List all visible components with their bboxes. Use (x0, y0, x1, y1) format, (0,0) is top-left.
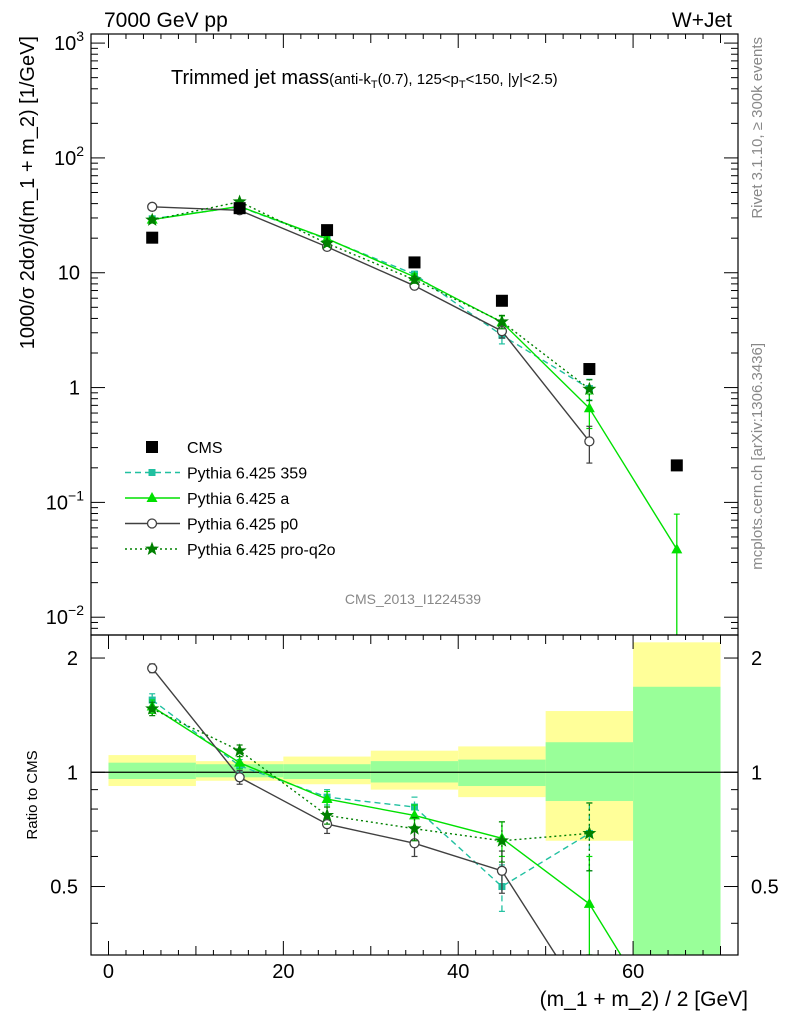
legend-entry-pa: Pythia 6.425 a (125, 491, 289, 508)
y-tick-label: 10−1 (46, 487, 84, 514)
header-right: W+Jet (672, 9, 732, 32)
series-line-pp0 (151, 667, 557, 955)
series-p359-ratio (148, 693, 593, 912)
data-point-pq2o (320, 808, 335, 822)
legend-label: Pythia 6.425 359 (187, 466, 307, 483)
header-left: 7000 GeV pp (104, 9, 228, 32)
legend-label: Pythia 6.425 p0 (187, 517, 298, 534)
x-tick-label: 60 (622, 961, 644, 983)
x-tick-label: 40 (447, 961, 469, 983)
legend-entry-pq2o: Pythia 6.425 pro-q2o (125, 541, 336, 559)
data-point-cms (583, 363, 596, 376)
data-point-pq2o (145, 212, 160, 226)
data-point-pp0 (147, 201, 158, 212)
series-pp0-main (147, 201, 595, 464)
main-panel-data (145, 194, 683, 635)
y-axis-label: 1000/σ 2dσ)/d(m_1 + m_2) [1/GeV] (17, 36, 39, 349)
series-pq2o-main (145, 194, 597, 402)
band-inner (545, 742, 634, 802)
data-point-pa (409, 809, 420, 820)
legend-label: Pythia 6.425 pro-q2o (187, 542, 336, 559)
x-axis-label: (m_1 + m_2) / 2 [GeV] (540, 988, 748, 1011)
ratio-y-axis-label: Ratio to CMS (24, 750, 41, 839)
data-point-pa (583, 402, 595, 413)
legend: CMS Pythia 6.425 359 Pythia 6.425 a Pythia … (125, 440, 336, 559)
y-tick-label: 102 (54, 143, 84, 170)
plot-title-main: Trimmed jet mass (171, 67, 329, 89)
band-inner (283, 764, 371, 780)
ratio-uncertainty-bands (91, 642, 738, 955)
legend-marker (144, 541, 160, 556)
data-point-cms (321, 224, 334, 237)
ratio-y-tick-label: 2 (67, 648, 78, 670)
ratio-y-tick-label: 1 (67, 762, 78, 784)
data-point-cms (408, 256, 421, 269)
ratio-panel-data (145, 663, 680, 955)
legend-marker (146, 492, 158, 502)
data-point-pq2o (407, 272, 422, 286)
analysis-id: CMS_2013_I1224539 (345, 591, 481, 607)
rivet-version-label: Rivet 3.1.10, ≥ 300k events (749, 37, 766, 219)
band-inner (633, 686, 721, 955)
series-line-pq2o (151, 708, 590, 842)
series-pq2o-ratio (145, 701, 597, 872)
data-point-pq2o (320, 236, 335, 250)
data-point-cms (495, 294, 508, 307)
legend-marker (146, 441, 158, 453)
series-cms-main (146, 202, 683, 472)
y-tick-label: 1 (69, 378, 80, 400)
plot-title: Trimmed jet mass(anti-kT(0.7), 125<pT<15… (171, 67, 558, 91)
data-point-pp0 (584, 436, 595, 447)
x-tick-label: 0 (103, 961, 114, 983)
legend-marker (146, 518, 158, 529)
data-point-pa (234, 756, 246, 767)
y-tick-label: 10−2 (46, 602, 84, 629)
y-tick-label: 103 (54, 28, 84, 55)
series-line-p359 (152, 206, 590, 390)
legend-entry-p359: Pythia 6.425 359 (125, 466, 307, 483)
series-line-pp0 (152, 206, 590, 442)
data-point-pq2o (582, 826, 597, 840)
data-point-pq2o (232, 743, 247, 757)
data-point-cms (146, 231, 159, 244)
data-point-cms (670, 459, 683, 472)
data-point-pa (583, 897, 595, 908)
series-line-p359 (151, 699, 590, 888)
data-point-pq2o (407, 821, 422, 835)
data-point-pp0 (234, 772, 245, 783)
ratio-y-tick-label-right: 1 (751, 762, 762, 784)
ratio-y-tick-label: 0.5 (50, 877, 78, 899)
legend-label: Pythia 6.425 a (187, 491, 289, 508)
data-point-pp0 (147, 663, 158, 674)
data-point-cms (233, 202, 246, 215)
ratio-panel-frame (90, 634, 739, 956)
data-point-pa (671, 543, 683, 554)
legend-entry-cms: CMS (146, 440, 223, 457)
x-tick-label: 20 (272, 961, 294, 983)
ratio-y-tick-label-right: 0.5 (751, 877, 779, 899)
data-point-pp0 (496, 865, 508, 876)
data-point-pq2o (145, 701, 160, 715)
legend-label: CMS (187, 440, 223, 457)
band-inner (108, 762, 196, 780)
legend-entry-pp0: Pythia 6.425 p0 (125, 517, 298, 534)
series-p359-main (148, 203, 593, 401)
legend-marker (148, 469, 156, 476)
series-line-pq2o (152, 201, 590, 390)
y-tick-label: 10 (58, 263, 80, 285)
data-point-pq2o (494, 833, 509, 847)
data-point-pa (321, 793, 333, 804)
plot-title-cuts: (anti-kT(0.7), 125<pT<150, |y|<2.5) (329, 71, 558, 91)
series-pp0-ratio (147, 663, 593, 955)
mcplots-label: mcplots.cern.ch [arXiv:1306.3436] (749, 343, 766, 570)
data-point-pq2o (494, 314, 509, 328)
data-point-pq2o (582, 381, 597, 396)
ratio-y-tick-label-right: 2 (751, 648, 762, 670)
